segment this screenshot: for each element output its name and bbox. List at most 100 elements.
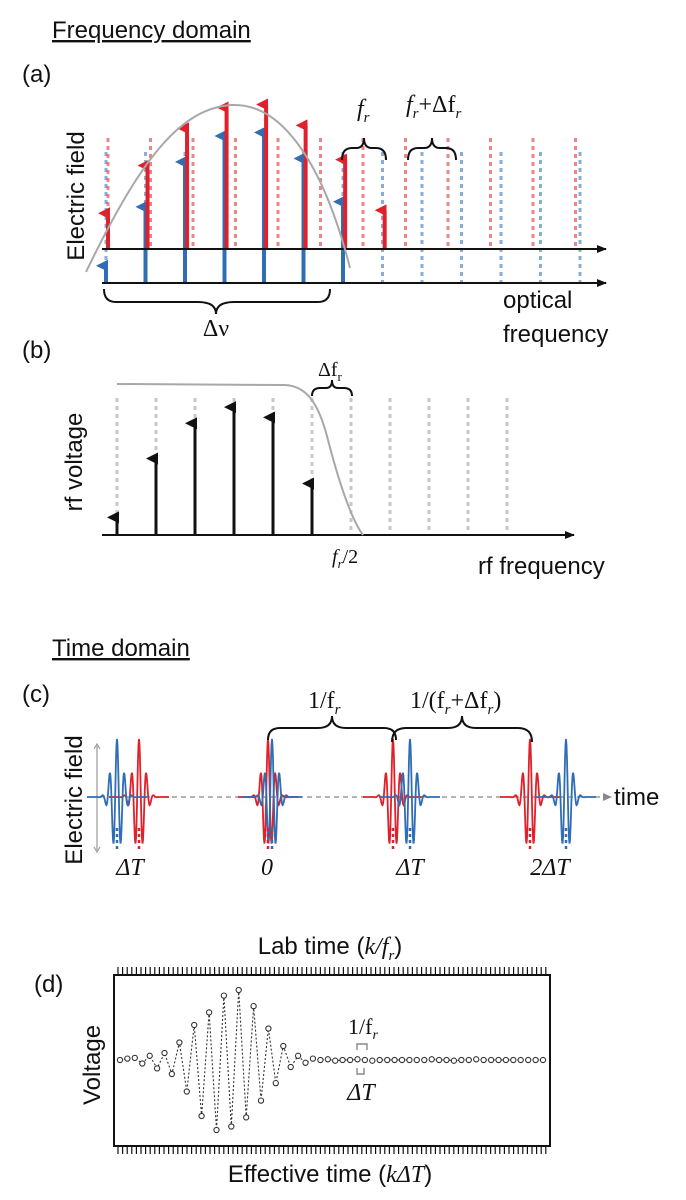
panel-a-xlabel-line2: frequency [503, 321, 608, 348]
sample-point [458, 1056, 465, 1064]
panel-a-ylabel: Electric field [63, 131, 90, 260]
panel-d-ylabel: Voltage [79, 1025, 106, 1105]
sample-point [272, 1079, 279, 1087]
panel-d: (d) Lab time (k/fr) Voltage 1/fr ΔT Effe… [34, 933, 551, 1188]
sample-point [346, 1056, 354, 1064]
sample-point [257, 1097, 265, 1104]
sample-point [302, 1059, 309, 1066]
panel-a-fr-plus-brace [407, 137, 457, 161]
sample-point [421, 1056, 428, 1064]
sample-point [280, 1042, 287, 1050]
sample-point [428, 1056, 435, 1063]
sample-point [443, 1056, 450, 1064]
frequency-domain-heading: Frequency domain [52, 17, 251, 44]
sample-point [243, 1114, 250, 1121]
sample-point [183, 1088, 190, 1095]
panel-b-ylabel: rf voltage [61, 413, 88, 512]
sample-point [384, 1056, 391, 1064]
panel-c-pulses [87, 738, 596, 852]
panel-b-fr-half-label: fr/2 [332, 546, 358, 571]
panel-a-delta-nu-label: Δν [203, 316, 229, 342]
sample-point [198, 1112, 205, 1120]
panel-a-label: (a) [22, 61, 51, 88]
panel-b-comb-lines [107, 398, 509, 535]
panel-b: (b) rf voltage Δfr fr/2 rf frequency [22, 337, 605, 580]
sample-point [191, 1021, 198, 1029]
sample-point [235, 986, 242, 994]
time-domain-heading: Time domain [52, 635, 190, 662]
blue-pulse [536, 738, 596, 844]
sample-point [532, 1056, 539, 1064]
panel-d-sampled-trace [116, 986, 547, 1134]
sample-point [131, 1054, 138, 1062]
panel-a-comb-lines [96, 98, 582, 283]
panel-c-amplitude-bottom-tick [93, 846, 101, 854]
panel-a-fr-label: fr [357, 96, 370, 126]
sample-point [539, 1056, 547, 1064]
panel-d-delta-t-label: ΔT [346, 1080, 376, 1106]
panel-a-fr-plus-label: fr+Δfr [406, 92, 461, 122]
sample-point [502, 1056, 510, 1064]
sample-point [332, 1057, 339, 1064]
panel-a: (a) Electric field fr fr+Δfr Δν optical … [22, 61, 608, 348]
blue-pulse [380, 738, 440, 844]
panel-c-period-brace [267, 715, 397, 741]
panel-d-frame [113, 974, 551, 1147]
sample-point [265, 1025, 272, 1032]
panel-d-top-label: Lab time (k/fr) [258, 933, 403, 964]
panel-a-delta-nu-brace [103, 288, 331, 315]
panel-a-xlabel-line1: optical [503, 287, 572, 314]
sample-point [525, 1056, 532, 1064]
panel-d-label: (d) [34, 971, 63, 998]
panel-b-xlabel: rf frequency [478, 553, 605, 580]
blue-pulse [87, 738, 147, 844]
sample-point [406, 1056, 413, 1064]
sample-point [435, 1056, 443, 1064]
sample-point [250, 1002, 257, 1010]
panel-b-delta-fr-label: Δfr [318, 359, 343, 384]
panel-c-tick-delta-t-mid: ΔT [395, 855, 425, 881]
panel-d-delta-t-bracket [356, 1068, 365, 1075]
sample-point [517, 1056, 524, 1064]
panel-a-fr-brace [341, 137, 387, 161]
panel-b-envelope [116, 383, 364, 536]
sample-point [465, 1056, 472, 1064]
sample-point [391, 1056, 398, 1064]
panel-c-tick-two-delta-t: 2ΔT [530, 855, 571, 881]
panel-b-delta-fr-brace [311, 379, 353, 397]
panel-c-period-label: 1/fr [308, 688, 341, 718]
sample-point [116, 1056, 124, 1064]
sample-point [220, 992, 228, 999]
sample-point [450, 1057, 458, 1064]
panel-d-bottom-label: Effective time (kΔT) [228, 1161, 432, 1188]
panel-c-label: (c) [22, 681, 50, 708]
sample-point [309, 1055, 317, 1062]
panel-c-tick-zero: 0 [261, 855, 273, 881]
panel-b-label: (b) [22, 337, 51, 364]
panel-d-period-bracket [356, 1043, 368, 1050]
sample-point [369, 1057, 376, 1064]
sample-point [487, 1056, 495, 1064]
sample-point [176, 1039, 183, 1046]
panel-a-envelope [85, 103, 351, 273]
sample-point [413, 1056, 420, 1064]
sample-point [168, 1070, 176, 1078]
sample-point [317, 1056, 324, 1064]
sample-point [339, 1056, 346, 1064]
sample-point [495, 1056, 502, 1064]
sample-point [324, 1056, 331, 1063]
red-pulse [500, 738, 560, 844]
panel-c-ylabel: Electric field [61, 735, 88, 864]
sample-point [361, 1056, 369, 1064]
sample-point [139, 1060, 146, 1067]
sample-point [294, 1052, 302, 1059]
panel-c-amplitude-top-tick [93, 742, 101, 750]
sample-point [376, 1056, 383, 1064]
sample-point [480, 1056, 487, 1064]
panel-c: (c) Electric field time 1/fr 1/(fr+Δfr) … [22, 681, 659, 881]
sample-point [287, 1063, 294, 1071]
sample-point [146, 1052, 153, 1059]
blue-pulse [242, 738, 302, 844]
sample-point [161, 1049, 168, 1057]
